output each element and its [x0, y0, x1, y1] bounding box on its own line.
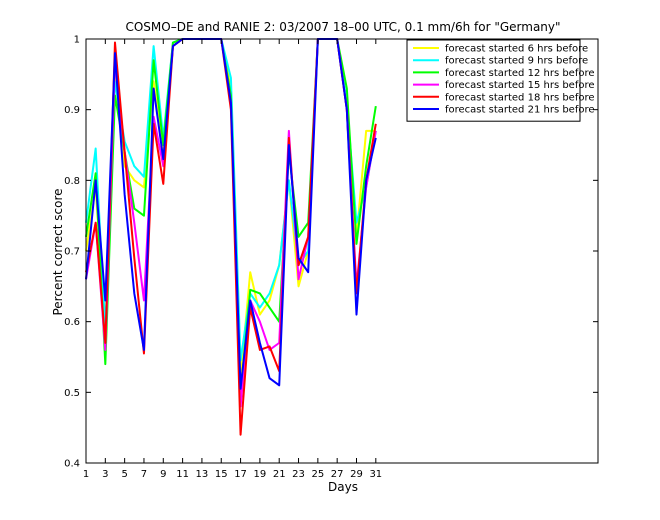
x-tick-label: 7	[141, 469, 147, 480]
x-tick-label: 15	[215, 469, 228, 480]
y-tick-label: 0.5	[64, 388, 80, 399]
y-axis-title: Percent correct score	[51, 188, 65, 315]
y-tick-label: 0.7	[64, 247, 80, 258]
y-tick-label: 1	[74, 35, 80, 46]
legend-box	[406, 39, 581, 122]
legend-label: forecast started 18 hrs before	[445, 92, 595, 103]
x-tick-label: 29	[350, 469, 363, 480]
y-tick-label: 0.9	[64, 105, 80, 116]
legend-label: forecast started 15 hrs before	[445, 80, 595, 91]
chart-title: COSMO–DE and RANIE 2: 03/2007 18–00 UTC,…	[125, 20, 560, 34]
x-tick-label: 3	[102, 469, 108, 480]
y-tick-label: 0.4	[64, 459, 80, 470]
x-tick-label: 1	[83, 469, 89, 480]
x-tick-label: 11	[176, 469, 189, 480]
legend-label: forecast started 6 hrs before	[445, 44, 588, 55]
legend-label: forecast started 21 hrs before	[445, 105, 595, 116]
x-tick-label: 9	[160, 469, 166, 480]
ticks-layer: 1 3 5 7 9 11 13 15 17 19 21 23 25 27 29 310.40.50.60.70…	[64, 35, 598, 480]
x-tick-label: 17	[234, 469, 247, 480]
legend-label: forecast started 9 hrs before	[445, 56, 588, 67]
x-tick-label: 23	[292, 469, 305, 480]
x-tick-label: 21	[273, 469, 286, 480]
legend-label: forecast started 12 hrs before	[445, 68, 595, 79]
y-tick-label: 0.6	[64, 317, 80, 328]
x-tick-label: 25	[311, 469, 324, 480]
y-tick-label: 0.8	[64, 176, 80, 187]
x-axis-title: Days	[328, 480, 358, 494]
x-tick-label: 27	[331, 469, 344, 480]
x-tick-label: 5	[121, 469, 127, 480]
x-tick-label: 31	[369, 469, 382, 480]
x-tick-label: 19	[254, 469, 267, 480]
x-tick-label: 13	[196, 469, 209, 480]
